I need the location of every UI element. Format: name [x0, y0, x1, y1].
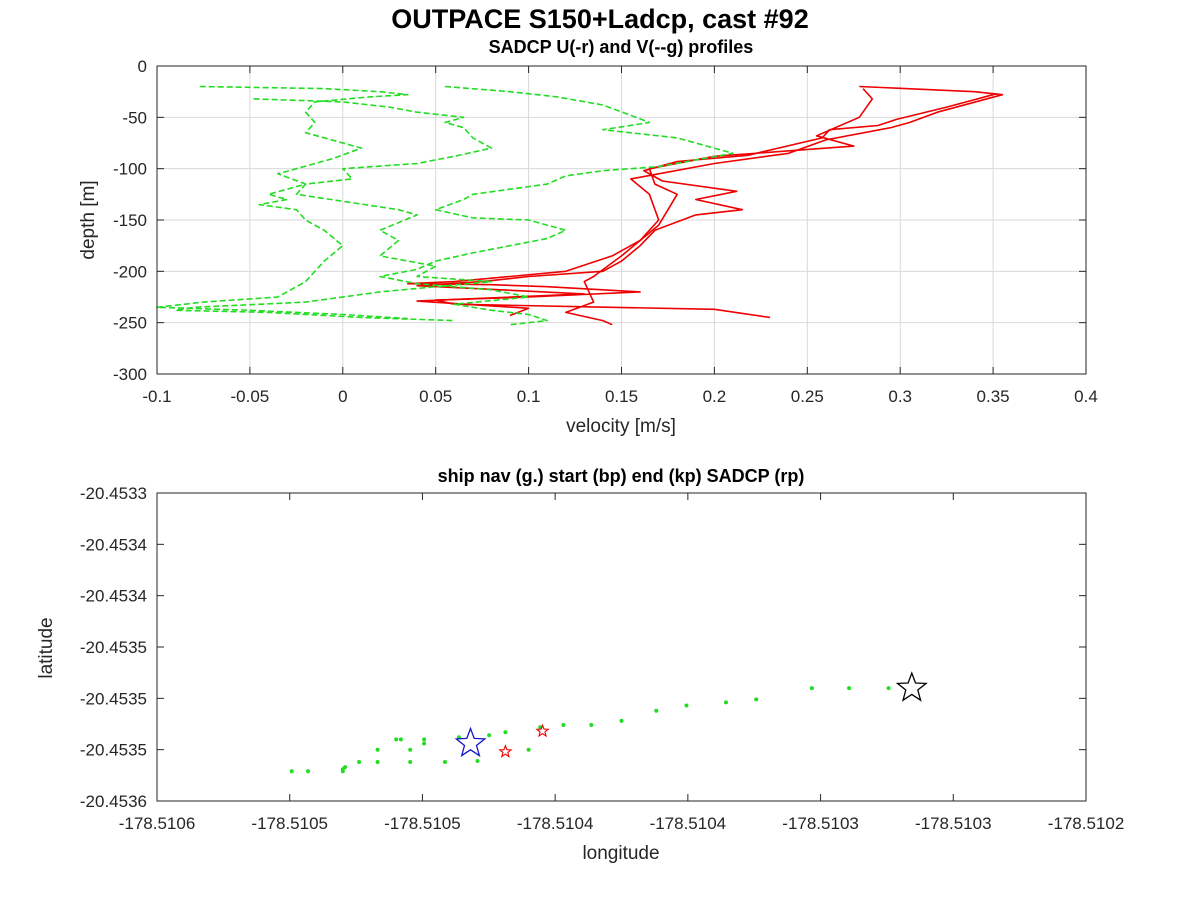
profile-y-tick-label: -200 — [113, 262, 147, 281]
nav-y-tick-label: -20.4534 — [80, 587, 147, 606]
ship-nav-point — [375, 760, 380, 764]
profile-grid — [156, 65, 1087, 375]
ship-nav-point — [289, 769, 294, 774]
ship-nav-point — [654, 708, 659, 713]
profile-y-tick-label: -250 — [113, 314, 147, 333]
figure-title: OUTPACE S150+Ladcp, cast #92 — [391, 4, 808, 34]
nav-y-tick-label: -20.4534 — [80, 535, 147, 554]
profile-x-ticks: -0.1 -0.05 0 0.05 0.1 0.15 0.2 0.25 0.3 0.35 0.4 — [142, 66, 1098, 406]
ship-nav-point — [809, 686, 814, 691]
ship-nav-point — [343, 765, 348, 770]
ship-nav-point — [561, 723, 566, 727]
nav-x-tick-label: -178.5104 — [517, 814, 594, 833]
profile-y-axis-label: depth [m] — [78, 180, 99, 259]
ship-nav-point — [375, 747, 380, 752]
nav-x-tick-label: -178.5103 — [782, 814, 859, 833]
profile-y-tick-label: -300 — [113, 365, 147, 384]
profile-chart-title: SADCP U(-r) and V(--g) profiles — [489, 37, 754, 57]
nav-y-tick-label: -20.4535 — [80, 689, 147, 708]
nav-x-tick-label: -178.5105 — [251, 814, 328, 833]
ship-nav-point — [724, 700, 728, 705]
nav-x-tick-label: -178.5102 — [1048, 814, 1125, 833]
profile-x-tick-label: 0.3 — [888, 387, 912, 406]
ship-nav-point — [754, 697, 759, 702]
ship-nav-point — [398, 737, 403, 742]
ship-nav-point — [394, 737, 399, 742]
sadcp-star-marker — [498, 744, 513, 758]
ship-nav-point — [422, 741, 427, 746]
nav-x-ticks: -178.5106 -178.5105 -178.5105 -178.5104 -178… — [119, 493, 1125, 833]
ship-nav-point — [847, 686, 852, 691]
profile-y-tick-label: -150 — [113, 211, 147, 230]
ship-nav-point — [526, 747, 531, 752]
profile-y-tick-label: 0 — [138, 57, 147, 76]
nav-y-tick-label: -20.4535 — [80, 741, 147, 760]
profile-x-axis-label: velocity [m/s] — [566, 416, 676, 437]
ship-nav-point — [487, 733, 492, 738]
profile-x-tick-label: 0.15 — [605, 387, 638, 406]
nav-x-tick-label: -178.5105 — [384, 814, 461, 833]
nav-y-ticks: -20.4533 -20.4534 -20.4534 -20.4535 -20.4535… — [80, 484, 1086, 811]
ship-nav-point — [503, 730, 508, 735]
nav-x-tick-label: -178.5103 — [915, 814, 992, 833]
ship-nav-point — [589, 723, 594, 727]
u-profile-line — [416, 92, 998, 317]
end-star-marker — [895, 671, 928, 702]
nav-y-axis-label: latitude — [36, 617, 57, 678]
ship-nav-point — [619, 718, 624, 723]
profile-x-tick-label: 0.25 — [791, 387, 824, 406]
nav-chart-title: ship nav (g.) start (bp) end (kp) SADCP … — [438, 466, 805, 486]
v-profile-line — [379, 85, 734, 326]
profile-x-tick-label: 0.1 — [517, 387, 541, 406]
profile-x-tick-label: 0 — [338, 387, 347, 406]
profile-y-ticks: 0 -50 -100 -150 -200 -250 -300 — [113, 57, 1086, 384]
profile-x-tick-label: -0.05 — [231, 387, 270, 406]
v-profile-line — [156, 85, 409, 320]
start-star-marker — [454, 726, 487, 758]
nav-x-tick-label: -178.5104 — [650, 814, 727, 833]
profile-x-tick-label: 0.4 — [1074, 387, 1098, 406]
ship-nav-point — [357, 760, 362, 764]
nav-x-tick-label: -178.5106 — [119, 814, 196, 833]
nav-point-group — [289, 671, 928, 774]
ship-nav-point — [408, 747, 413, 752]
ship-nav-point — [475, 759, 480, 763]
ship-nav-point — [306, 769, 310, 774]
profile-y-tick-label: -50 — [122, 108, 147, 127]
profile-x-tick-label: -0.1 — [142, 387, 171, 406]
profile-y-tick-label: -100 — [113, 160, 147, 179]
ship-nav-point — [443, 760, 447, 764]
ship-nav-point — [422, 737, 427, 742]
sadcp-star-marker — [535, 723, 550, 738]
nav-x-axis-label: longitude — [582, 843, 659, 864]
nav-y-tick-label: -20.4535 — [80, 638, 147, 657]
nav-plot-frame — [156, 492, 1087, 802]
ship-nav-point — [408, 760, 413, 764]
u-profile-line — [564, 85, 1004, 326]
profile-x-tick-label: 0.35 — [977, 387, 1010, 406]
ship-nav-point — [886, 686, 891, 691]
velocity-profile-chart: SADCP U(-r) and V(--g) profiles -0.1 -0.0… — [78, 37, 1098, 437]
ship-nav-chart: ship nav (g.) start (bp) end (kp) SADCP … — [36, 466, 1124, 864]
nav-y-tick-label: -20.4533 — [80, 484, 147, 503]
profile-x-tick-label: 0.05 — [419, 387, 452, 406]
nav-y-tick-label: -20.4536 — [80, 792, 147, 811]
ship-nav-point — [684, 703, 689, 708]
profile-x-tick-label: 0.2 — [703, 387, 727, 406]
v-profile-line — [174, 98, 493, 322]
profile-series-group — [156, 85, 1004, 326]
